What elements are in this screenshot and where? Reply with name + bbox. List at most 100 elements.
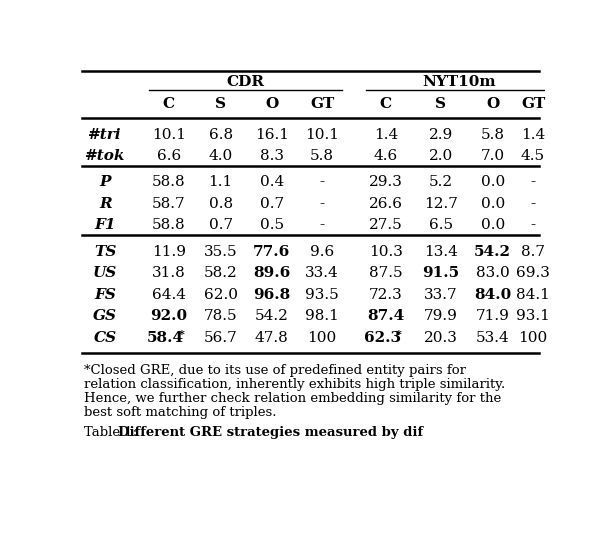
- Text: 27.5: 27.5: [369, 219, 402, 232]
- Text: 58.8: 58.8: [152, 175, 185, 189]
- Text: 26.6: 26.6: [368, 197, 403, 211]
- Text: 16.1: 16.1: [255, 128, 289, 141]
- Text: C: C: [162, 97, 175, 111]
- Text: 83.0: 83.0: [476, 266, 510, 280]
- Text: -: -: [530, 197, 536, 211]
- Text: 13.4: 13.4: [424, 245, 458, 258]
- Text: -: -: [319, 197, 325, 211]
- Text: US: US: [93, 266, 118, 280]
- Text: 33.7: 33.7: [424, 288, 458, 302]
- Text: 11.9: 11.9: [152, 245, 186, 258]
- Text: 10.1: 10.1: [152, 128, 186, 141]
- Text: F1: F1: [95, 219, 116, 232]
- Text: -: -: [530, 175, 536, 189]
- Text: 92.0: 92.0: [150, 310, 187, 323]
- Text: FS: FS: [95, 288, 116, 302]
- Text: 10.1: 10.1: [305, 128, 339, 141]
- Text: #tok: #tok: [85, 149, 125, 163]
- Text: 93.1: 93.1: [516, 310, 550, 323]
- Text: NYT10m: NYT10m: [422, 75, 496, 89]
- Text: O: O: [486, 97, 499, 111]
- Text: 4.0: 4.0: [208, 149, 233, 163]
- Text: 0.8: 0.8: [208, 197, 233, 211]
- Text: 7.0: 7.0: [481, 149, 505, 163]
- Text: 96.8: 96.8: [253, 288, 290, 302]
- Text: 58.7: 58.7: [152, 197, 185, 211]
- Text: 2.0: 2.0: [428, 149, 453, 163]
- Text: 20.3: 20.3: [424, 331, 458, 345]
- Text: 54.2: 54.2: [255, 310, 289, 323]
- Text: GT: GT: [310, 97, 335, 111]
- Text: GT: GT: [521, 97, 545, 111]
- Text: 0.4: 0.4: [260, 175, 284, 189]
- Text: 58.2: 58.2: [204, 266, 238, 280]
- Text: 9.6: 9.6: [310, 245, 335, 258]
- Text: 31.8: 31.8: [152, 266, 185, 280]
- Text: 4.6: 4.6: [374, 149, 398, 163]
- Text: 4.5: 4.5: [521, 149, 545, 163]
- Text: 1.4: 1.4: [374, 128, 398, 141]
- Text: *Closed GRE, due to its use of predefined entity pairs for: *Closed GRE, due to its use of predefine…: [84, 364, 465, 377]
- Text: 77.6: 77.6: [253, 245, 290, 258]
- Text: GS: GS: [93, 310, 117, 323]
- Text: 35.5: 35.5: [204, 245, 238, 258]
- Text: Hence, we further check relation embedding similarity for the: Hence, we further check relation embeddi…: [84, 392, 501, 405]
- Text: *: *: [396, 329, 402, 339]
- Text: R: R: [99, 197, 112, 211]
- Text: 69.3: 69.3: [516, 266, 550, 280]
- Text: 0.7: 0.7: [260, 197, 284, 211]
- Text: 0.0: 0.0: [481, 175, 505, 189]
- Text: 0.0: 0.0: [481, 197, 505, 211]
- Text: S: S: [215, 97, 226, 111]
- Text: 62.3: 62.3: [364, 331, 401, 345]
- Text: O: O: [265, 97, 278, 111]
- Text: 5.2: 5.2: [428, 175, 453, 189]
- Text: Different GRE strategies measured by dif: Different GRE strategies measured by dif: [118, 425, 423, 438]
- Text: best soft matching of triples.: best soft matching of triples.: [84, 406, 276, 419]
- Text: 62.0: 62.0: [204, 288, 238, 302]
- Text: -: -: [530, 219, 536, 232]
- Text: CS: CS: [94, 331, 117, 345]
- Text: 87.4: 87.4: [367, 310, 404, 323]
- Text: 12.7: 12.7: [424, 197, 458, 211]
- Text: #tri: #tri: [88, 128, 122, 141]
- Text: 53.4: 53.4: [476, 331, 510, 345]
- Text: 72.3: 72.3: [369, 288, 402, 302]
- Text: 87.5: 87.5: [369, 266, 402, 280]
- Text: 64.4: 64.4: [152, 288, 186, 302]
- Text: 71.9: 71.9: [476, 310, 510, 323]
- Text: 54.2: 54.2: [474, 245, 511, 258]
- Text: Table 1:: Table 1:: [84, 425, 141, 438]
- Text: 6.8: 6.8: [208, 128, 233, 141]
- Text: 0.7: 0.7: [208, 219, 233, 232]
- Text: 1.1: 1.1: [208, 175, 233, 189]
- Text: TS: TS: [94, 245, 116, 258]
- Text: CDR: CDR: [227, 75, 264, 89]
- Text: 56.7: 56.7: [204, 331, 238, 345]
- Text: -: -: [319, 219, 325, 232]
- Text: S: S: [435, 97, 446, 111]
- Text: *: *: [179, 329, 185, 339]
- Text: 0.5: 0.5: [260, 219, 284, 232]
- Text: 33.4: 33.4: [305, 266, 339, 280]
- Text: P: P: [99, 175, 111, 189]
- Text: 93.5: 93.5: [305, 288, 339, 302]
- Text: 84.0: 84.0: [474, 288, 511, 302]
- Text: 0.0: 0.0: [481, 219, 505, 232]
- Text: 58.4: 58.4: [147, 331, 184, 345]
- Text: 6.5: 6.5: [428, 219, 453, 232]
- Text: 100: 100: [518, 331, 548, 345]
- Text: 58.8: 58.8: [152, 219, 185, 232]
- Text: -: -: [319, 175, 325, 189]
- Text: 8.3: 8.3: [260, 149, 284, 163]
- Text: 10.3: 10.3: [369, 245, 403, 258]
- Text: 84.1: 84.1: [516, 288, 550, 302]
- Text: 79.9: 79.9: [424, 310, 458, 323]
- Text: 5.8: 5.8: [481, 128, 505, 141]
- Text: 29.3: 29.3: [369, 175, 403, 189]
- Text: 8.7: 8.7: [521, 245, 545, 258]
- Text: 89.6: 89.6: [253, 266, 290, 280]
- Text: 6.6: 6.6: [156, 149, 181, 163]
- Text: 78.5: 78.5: [204, 310, 238, 323]
- Text: 5.8: 5.8: [310, 149, 334, 163]
